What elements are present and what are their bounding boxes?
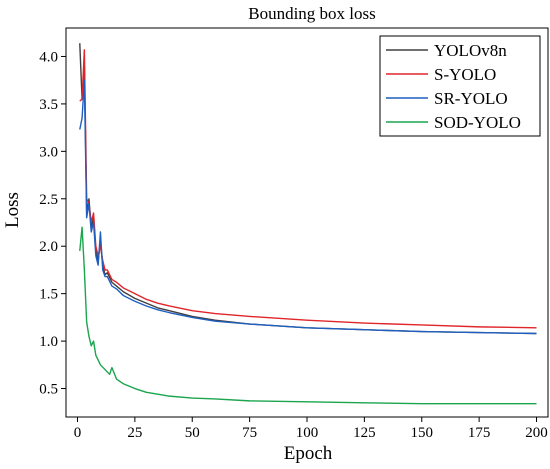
series-line-sr-yolo	[79, 79, 537, 335]
x-tick-label: 25	[127, 425, 142, 441]
legend-label: YOLOv8n	[434, 41, 507, 60]
x-axis-label: Epoch	[284, 443, 333, 464]
x-tick-label: 125	[353, 425, 376, 441]
y-tick-label: 2.0	[39, 239, 58, 255]
x-tick-label: 75	[242, 425, 257, 441]
y-tick-label: 3.0	[39, 144, 58, 160]
y-tick-label: 3.5	[39, 97, 58, 113]
chart-title: Bounding box loss	[248, 4, 376, 23]
y-axis-label: Loss	[2, 192, 23, 228]
legend: YOLOv8n S-YOLO SR-YOLO SOD-YOLO	[379, 35, 541, 137]
y-tick-label: 1.0	[39, 334, 58, 350]
legend-box	[379, 35, 541, 137]
x-tick-label: 150	[411, 425, 434, 441]
y-tick-label: 2.5	[39, 192, 58, 208]
legend-label: S-YOLO	[434, 65, 496, 84]
x-axis: 0 25 50 75 100 125 150 175 200	[74, 417, 548, 441]
x-tick-label: 100	[296, 425, 319, 441]
series-line-sod-yolo	[79, 226, 537, 405]
y-tick-label: 4.0	[39, 49, 58, 65]
y-tick-label: 1.5	[39, 287, 58, 303]
y-tick-label: 0.5	[39, 382, 58, 398]
x-tick-label: 50	[185, 425, 200, 441]
y-axis: 0.5 1.0 1.5 2.0 2.5 3.0 3.5 4.0	[39, 49, 66, 398]
legend-label: SOD-YOLO	[434, 113, 521, 132]
x-tick-label: 175	[468, 425, 491, 441]
x-tick-label: 0	[74, 425, 82, 441]
legend-label: SR-YOLO	[434, 89, 508, 108]
x-tick-label: 200	[525, 425, 548, 441]
series-lines	[79, 43, 537, 405]
